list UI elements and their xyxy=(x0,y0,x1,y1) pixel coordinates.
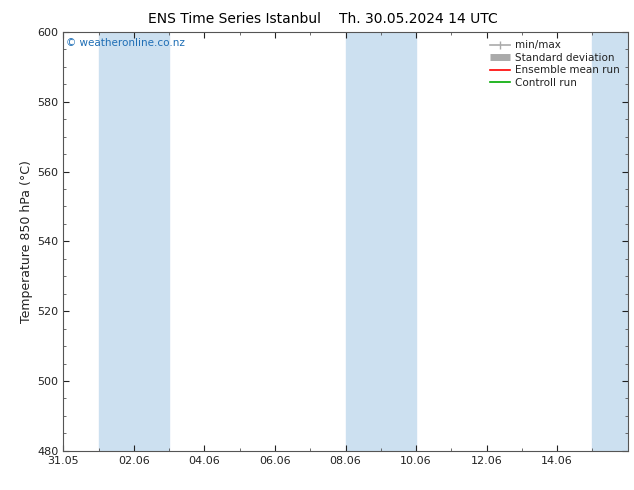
Text: © weatheronline.co.nz: © weatheronline.co.nz xyxy=(66,38,185,48)
Legend: min/max, Standard deviation, Ensemble mean run, Controll run: min/max, Standard deviation, Ensemble me… xyxy=(486,37,623,91)
Bar xyxy=(99,32,169,451)
Y-axis label: Temperature 850 hPa (°C): Temperature 850 hPa (°C) xyxy=(20,160,33,323)
Bar xyxy=(346,32,416,451)
Bar xyxy=(592,32,628,451)
Text: ENS Time Series Istanbul: ENS Time Series Istanbul xyxy=(148,12,321,26)
Text: Th. 30.05.2024 14 UTC: Th. 30.05.2024 14 UTC xyxy=(339,12,498,26)
